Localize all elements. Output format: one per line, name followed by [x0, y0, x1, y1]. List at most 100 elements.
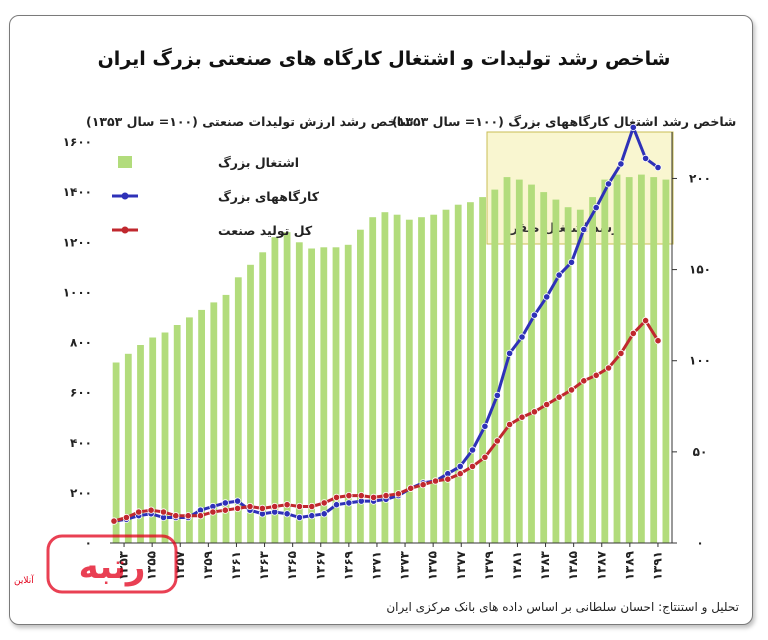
left-tick-label: ۴۰۰ — [70, 436, 92, 450]
left-tick-label: ۶۰۰ — [70, 386, 92, 400]
x-tick-label: ۱۳۷۱ — [369, 551, 383, 580]
bar — [576, 209, 584, 543]
data-point — [543, 293, 551, 301]
left-tick-label: ۱۴۰۰ — [63, 185, 92, 199]
data-point — [283, 510, 291, 518]
data-point — [493, 437, 501, 445]
data-point — [481, 422, 489, 430]
bar — [271, 237, 279, 543]
bar — [124, 353, 132, 543]
x-tick-label: ۱۳۵۳ — [117, 550, 131, 580]
data-point — [456, 470, 464, 478]
x-tick-label: ۱۳۸۷ — [594, 550, 608, 580]
x-tick-label: ۱۳۶۳ — [257, 550, 271, 580]
bar — [308, 248, 315, 543]
bar — [381, 212, 389, 543]
data-point — [592, 204, 600, 212]
bar — [186, 317, 193, 543]
data-point — [555, 271, 563, 279]
left-axis-title: شاخص رشد ارزش تولیدات صنعتی (۱۰۰= سال ۱۳… — [86, 114, 414, 129]
x-tick-label: ۱۳۹۱ — [650, 551, 664, 580]
x-tick-label: ۱۳۶۱ — [229, 551, 243, 580]
data-point — [407, 484, 415, 492]
left-tick-label: ۱۰۰۰ — [63, 285, 92, 299]
data-point — [271, 502, 279, 511]
bar — [222, 294, 230, 543]
data-point — [258, 504, 266, 512]
legend-entry-label: کل تولید صنعت — [218, 223, 313, 238]
watermark-text: رتبه — [79, 547, 146, 587]
bar — [552, 199, 560, 543]
source-note: تحلیل و استنتاج: احسان سلطانی بر اساس دا… — [386, 600, 739, 614]
data-point — [641, 316, 650, 325]
data-point — [654, 337, 662, 345]
bar — [454, 204, 462, 543]
watermark-subtext: آنلاین — [14, 576, 34, 586]
bar — [137, 345, 144, 543]
left-tick-label: ۸۰۰ — [70, 336, 92, 350]
data-point — [468, 462, 477, 470]
data-point — [518, 413, 526, 421]
bar — [601, 179, 609, 543]
bar — [283, 232, 291, 543]
data-point — [110, 517, 118, 525]
bar — [662, 179, 670, 543]
data-point — [518, 333, 526, 341]
data-point — [604, 364, 613, 372]
left-tick-label: ۱۶۰۰ — [63, 135, 92, 149]
bar — [320, 247, 328, 544]
axes: ۰ ۲۰۰ ۴۰۰ ۶۰۰ ۸۰۰ ۱۰۰۰ ۱۲۰۰ ۱۴۰۰ ۱۶۰۰ ۰ ۵۰ ۱۰۰ ۱۵۰ ۲۰… — [63, 132, 711, 580]
bar — [540, 192, 548, 543]
bar — [332, 247, 340, 544]
data-point — [221, 499, 229, 507]
data-point — [345, 491, 353, 500]
bar — [234, 277, 242, 543]
x-tick-label: ۱۳۷۵ — [426, 551, 440, 580]
data-point — [641, 154, 650, 162]
legend-entry-label: اشتغال بزرگ — [218, 154, 299, 170]
data-point — [419, 481, 427, 489]
bar — [491, 189, 499, 543]
x-tick-label: ۱۳۶۹ — [341, 550, 355, 580]
data-point — [617, 349, 625, 357]
legend-swatch-bar — [118, 156, 132, 168]
data-point — [580, 225, 588, 234]
data-point — [308, 502, 316, 511]
data-point — [604, 180, 613, 188]
data-point — [468, 446, 477, 454]
bar — [467, 202, 474, 543]
legend: اشتغال بزرگ کارگاههای بزرگ کل تولید صنعت — [112, 154, 320, 238]
data-point — [543, 400, 551, 409]
legend-swatch-marker — [121, 192, 129, 200]
bar — [112, 362, 120, 543]
data-point — [122, 513, 131, 522]
data-point — [505, 420, 514, 429]
data-point — [184, 512, 192, 520]
x-tick-label: ۱۳۵۵ — [145, 551, 159, 580]
data-point — [580, 377, 588, 385]
data-point — [234, 497, 242, 505]
data-point — [345, 499, 353, 507]
data-point — [369, 493, 378, 501]
bar — [650, 177, 658, 543]
right-tick-label: ۱۰۰ — [689, 354, 711, 368]
x-tick-label: ۱۳۸۹ — [622, 550, 636, 580]
bar — [344, 244, 352, 544]
data-point — [209, 508, 217, 516]
left-tick-label: ۲۰۰ — [70, 486, 92, 500]
bar — [149, 337, 157, 543]
data-point — [505, 349, 514, 357]
bar — [393, 214, 401, 543]
data-point — [172, 512, 180, 520]
lines-series — [110, 123, 662, 525]
data-point — [246, 502, 254, 511]
left-tick-label: ۱۲۰۰ — [63, 235, 92, 249]
data-point — [530, 408, 539, 416]
bar — [638, 174, 645, 543]
bar — [418, 217, 425, 543]
right-tick-label: ۰ — [696, 536, 703, 550]
x-tick-label: ۱۳۷۹ — [482, 550, 496, 580]
bar — [259, 252, 267, 544]
data-point — [283, 501, 291, 509]
chart-title: شاخص رشد تولیدات و اشتغال کارگاه های صنع… — [97, 48, 671, 70]
